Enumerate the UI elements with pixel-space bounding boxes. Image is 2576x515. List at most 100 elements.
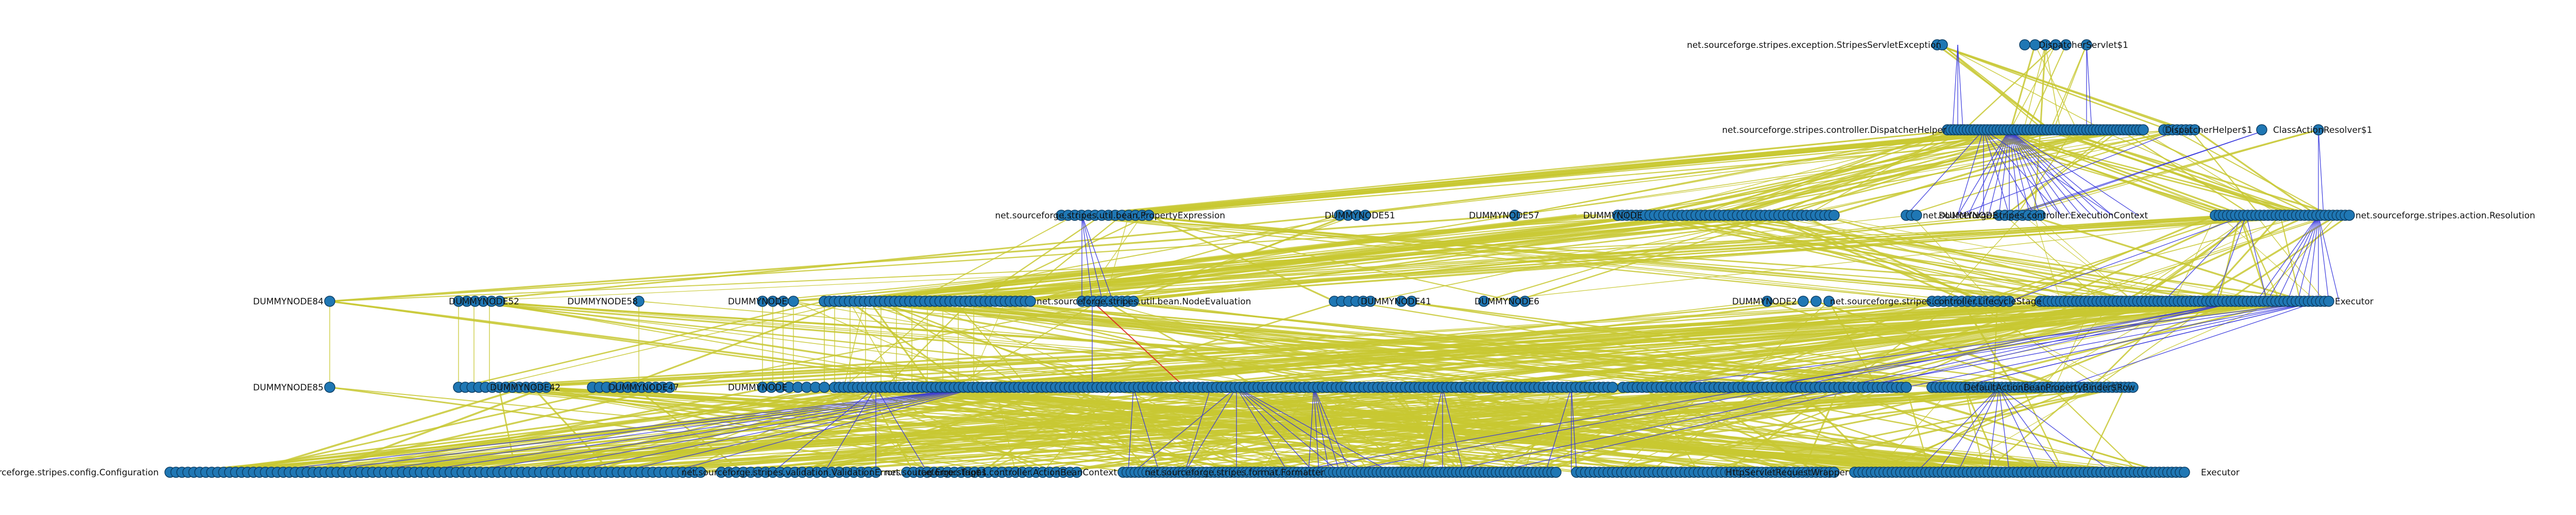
- node-label: DispatcherHelper$1: [2165, 125, 2252, 135]
- dependency-edge: [1348, 129, 2097, 216]
- dependency-edge: [2125, 215, 2252, 302]
- dependency-edge: [1571, 387, 1577, 473]
- graph-node: [1901, 382, 1912, 393]
- dependency-edge: [970, 214, 1149, 302]
- dependency-edge: [1769, 214, 1986, 302]
- nodes-layer: [164, 39, 2355, 478]
- dependency-edge: [1042, 386, 2096, 473]
- dependency-edge: [1353, 386, 2117, 473]
- dependency-edge: [1075, 129, 1964, 216]
- dependency-edge: [899, 386, 2122, 473]
- node-label: DUMMYNODE: [728, 297, 787, 307]
- dependency-edge: [824, 387, 876, 473]
- graph-node: [1828, 210, 1840, 221]
- dependency-edge: [1758, 300, 2120, 388]
- dependency-edge-highlight: [1092, 301, 1185, 388]
- dependency-edge: [968, 386, 2156, 473]
- dependency-edge: [1128, 214, 2089, 302]
- dependency-edge: [1733, 214, 2248, 302]
- dependency-edge: [458, 300, 825, 388]
- dependency-edge: [1236, 387, 1366, 473]
- dependency-edge: [2009, 129, 2139, 216]
- dependency-edge: [874, 215, 2260, 302]
- dependency-edge: [2009, 129, 2072, 216]
- dependency-edge: [1998, 129, 2010, 216]
- dependency-edge: [2079, 301, 2276, 388]
- dependency-edge: [458, 300, 1516, 388]
- dependency-edge: [1979, 214, 2236, 302]
- graph-node: [2313, 124, 2324, 135]
- dependency-edge: [2086, 44, 2092, 130]
- dependency-edge: [301, 386, 1129, 473]
- dependency-edge: [1691, 214, 2215, 302]
- dependency-edge: [1682, 129, 2001, 216]
- dependency-edge: [1313, 387, 1330, 473]
- dependency-edge: [2053, 129, 2337, 216]
- dependency-edge: [2009, 129, 2030, 216]
- dependency-edge: [1617, 215, 2114, 302]
- node-label: DUMMYNODE: [728, 383, 787, 393]
- dependency-edge: [1081, 215, 1113, 302]
- dependency-edge: [1839, 300, 2171, 388]
- dependency-edge: [1829, 129, 2114, 216]
- dependency-edge: [2318, 129, 2324, 216]
- dependency-edge: [920, 301, 1125, 388]
- dependency-edge: [319, 386, 945, 473]
- dependency-edge: [2318, 215, 2340, 302]
- dependency-edge: [1765, 129, 2117, 216]
- dependency-edge: [2009, 214, 2216, 302]
- dependency-edge: [1184, 300, 2199, 388]
- graph-node: [324, 382, 335, 393]
- dependency-edge: [472, 387, 1830, 473]
- graph-node: [633, 296, 645, 307]
- graph-node: [1365, 296, 1376, 307]
- graph-node: [2189, 124, 2200, 135]
- dependency-edge: [206, 387, 1088, 473]
- node-label: DUMMYNODE57: [1469, 211, 1539, 221]
- dependency-edge: [1937, 387, 1999, 473]
- dependency-edge: [1957, 129, 2180, 216]
- graph-node: [2035, 210, 2046, 221]
- node-label: DUMMYNODE51: [1325, 211, 1395, 221]
- dependency-edge: [620, 300, 850, 388]
- node-label: net.sourceforge.stripes.util.bean.Proper…: [995, 211, 1225, 221]
- dependency-edge: [1451, 387, 1513, 473]
- dependency-edge: [794, 386, 2059, 473]
- dependency-edge: [474, 301, 1166, 388]
- dependency-edge: [1998, 387, 2113, 473]
- graph-node: [1519, 296, 1531, 307]
- node-label: net.sourceforge.stripes.exception.Stripe…: [1687, 40, 1941, 50]
- graph-node: [1607, 382, 1618, 393]
- graph-node: [1550, 467, 1562, 478]
- dependency-edge: [2246, 215, 2267, 302]
- dependency-edge: [843, 301, 945, 388]
- dependency-edge: [1421, 387, 1443, 473]
- dependency-edge: [2121, 214, 2309, 302]
- dependency-edge: [1820, 215, 2272, 302]
- graph-node: [695, 467, 706, 478]
- dependency-edge: [1957, 387, 1999, 473]
- graph-node: [324, 296, 335, 307]
- dependency-edge: [1709, 214, 2102, 302]
- dependency-edge: [2009, 129, 2051, 216]
- dependency-edge: [2049, 44, 2087, 130]
- dependency-edge: [1645, 129, 2061, 216]
- dependency-edge: [1942, 44, 2044, 130]
- dependency-edge: [2016, 129, 2319, 216]
- dependency-edge: [2004, 129, 2114, 216]
- dependency-edge: [2021, 387, 2064, 473]
- dependency-edge: [1648, 387, 1762, 473]
- dependency-edge: [566, 387, 979, 473]
- dependency-edge: [329, 214, 1515, 302]
- dependency-edge: [1133, 387, 1237, 473]
- node-label: net.sourceforge.stripes.config.Configura…: [0, 468, 159, 478]
- dependency-edge: [1998, 387, 2061, 473]
- node-label: net.sourceforge.stripes.format.Formatter: [1145, 468, 1324, 478]
- dependency-edge: [1184, 387, 1237, 473]
- dependency-edge: [2010, 44, 2056, 130]
- graph-node: [2127, 382, 2139, 393]
- dependency-edge: [515, 387, 979, 473]
- dependency-edge: [2259, 215, 2338, 302]
- dependency-edge: [1514, 214, 1784, 302]
- dependency-edge: [1700, 129, 2117, 216]
